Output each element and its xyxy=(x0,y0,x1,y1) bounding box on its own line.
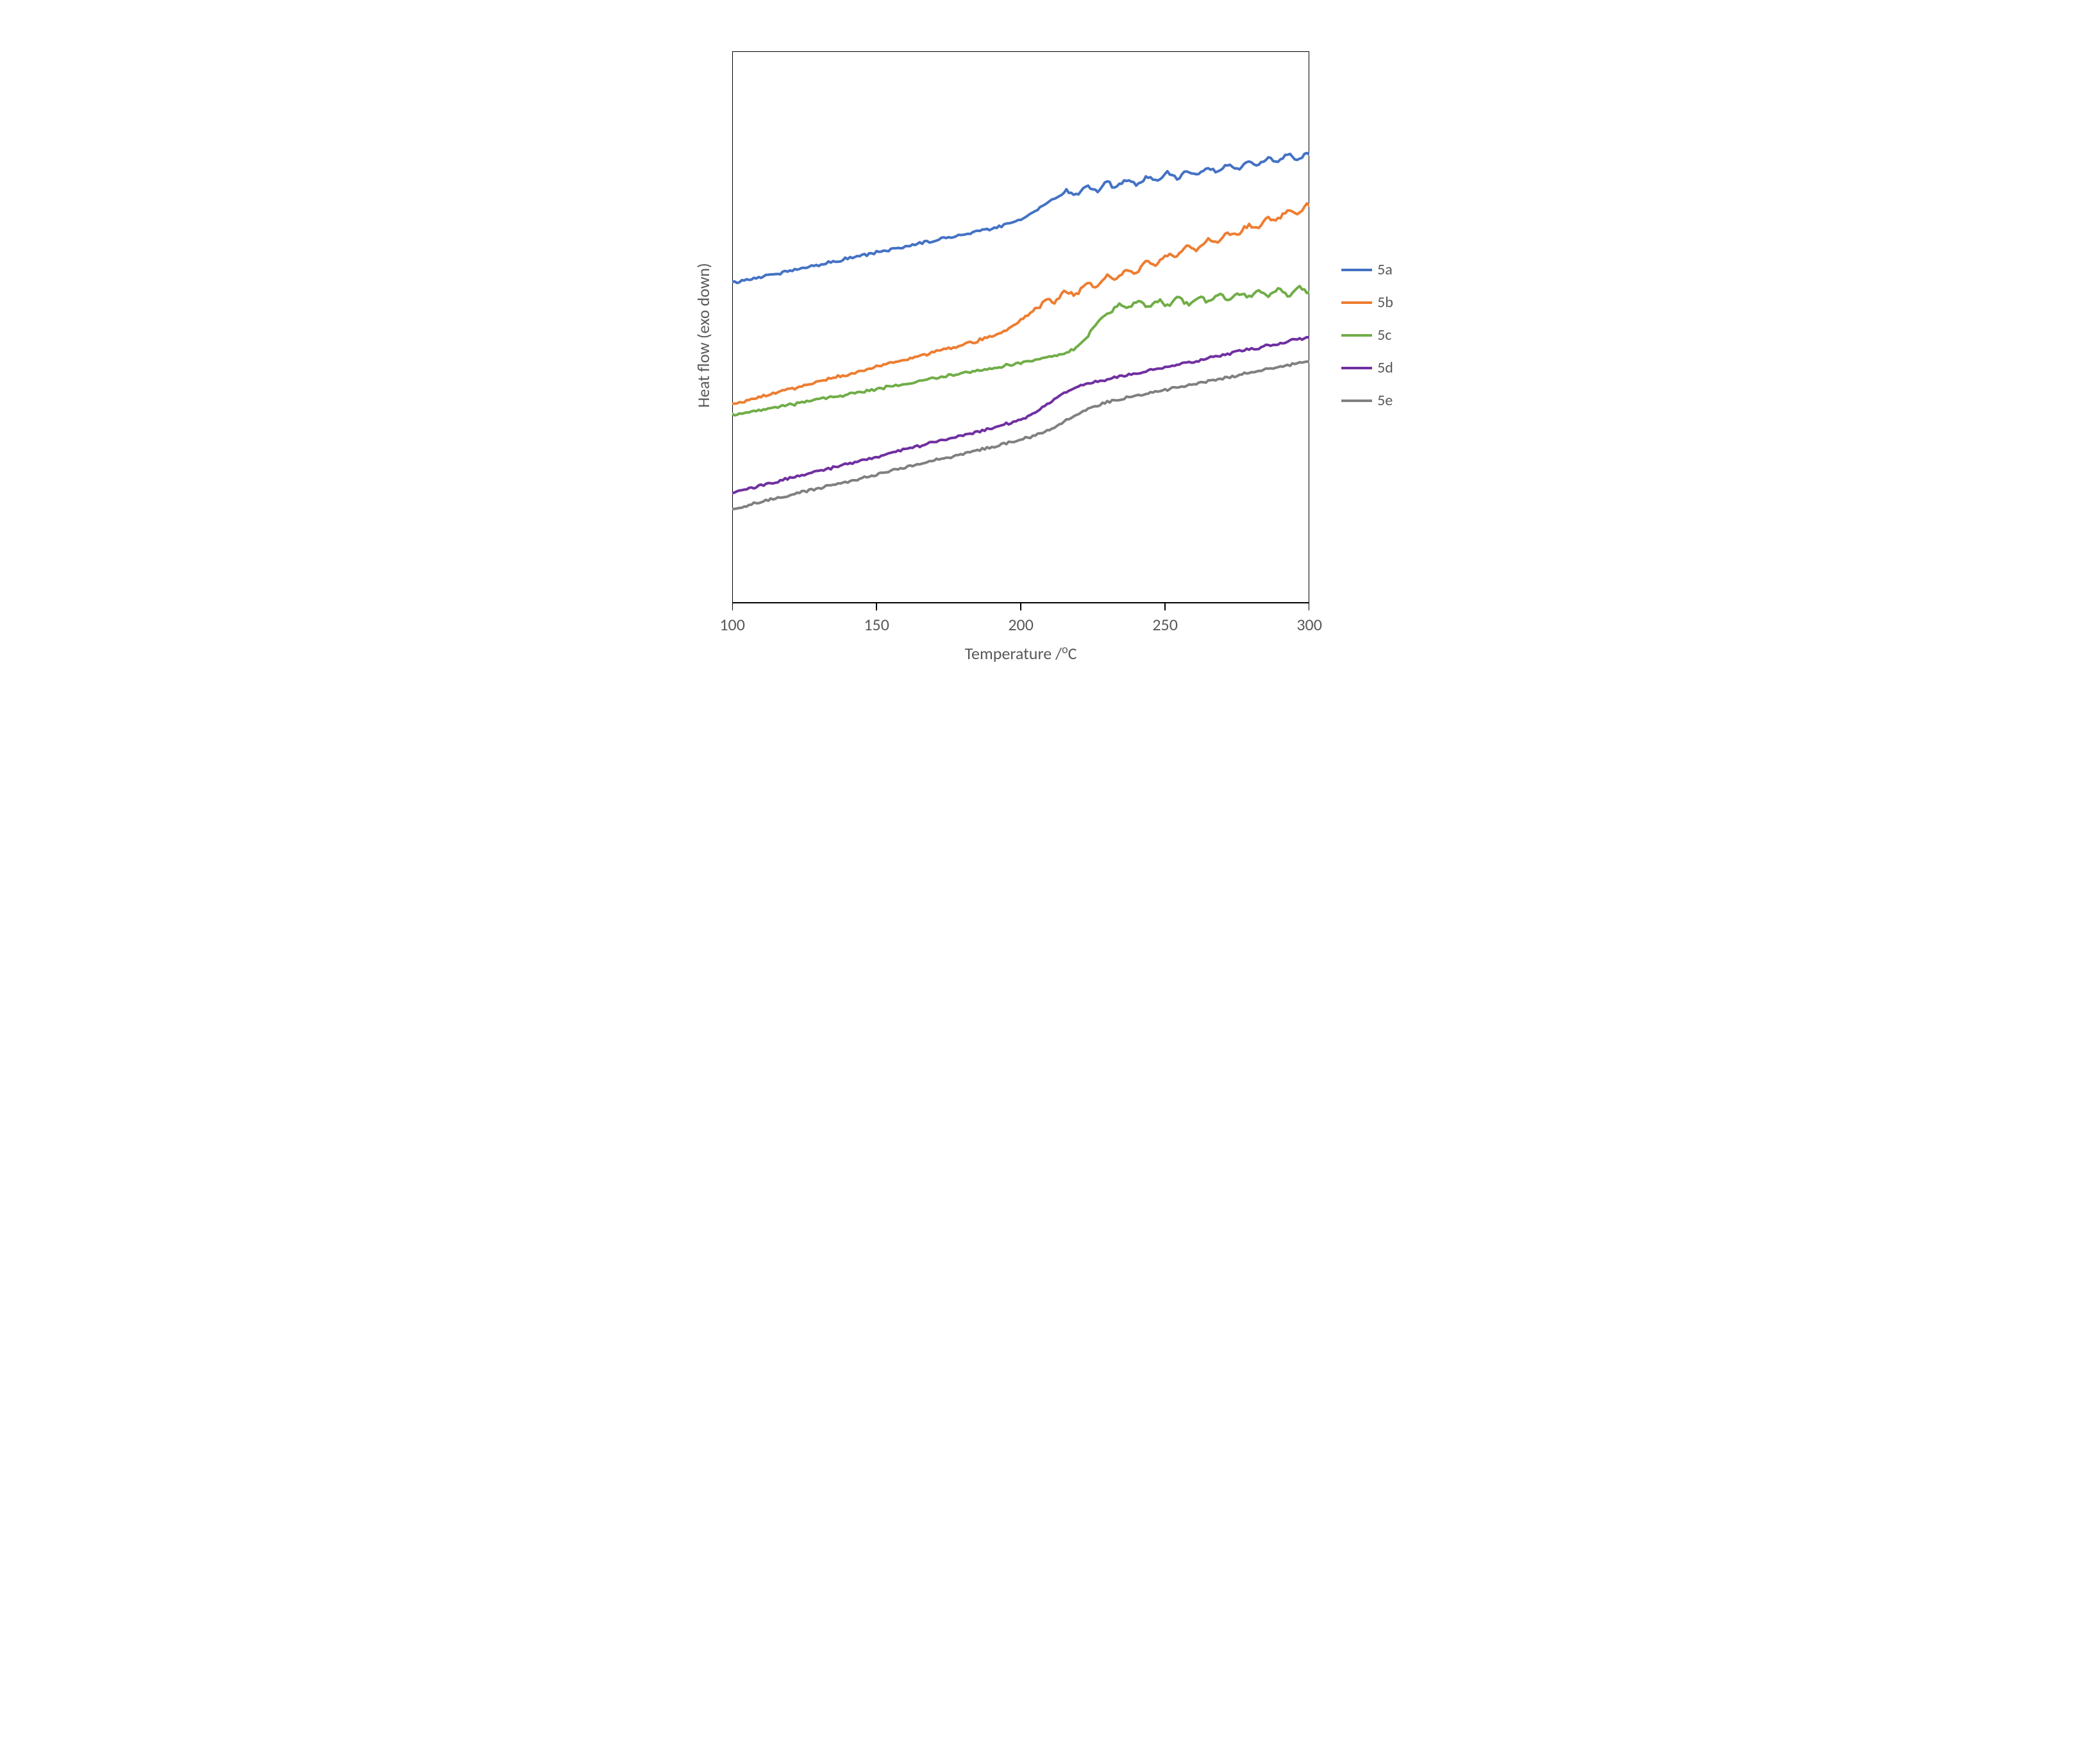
legend-item-5b: 5b xyxy=(1341,293,1393,312)
x-tick-label: 300 xyxy=(1296,614,1322,635)
dsc-chart: Heat flow (exo down) 100150200250300 Tem… xyxy=(732,51,1393,619)
legend-item-5c: 5c xyxy=(1341,326,1393,344)
x-tick-label: 250 xyxy=(1152,614,1178,635)
legend-item-5e: 5e xyxy=(1341,391,1393,410)
y-axis-label: Heat flow (exo down) xyxy=(693,263,714,408)
legend-item-5a: 5a xyxy=(1341,260,1393,279)
x-tick-label: 100 xyxy=(719,614,745,635)
legend-swatch xyxy=(1341,367,1372,369)
legend-label: 5c xyxy=(1377,326,1391,344)
legend-item-5d: 5d xyxy=(1341,358,1393,377)
legend-swatch xyxy=(1341,301,1372,304)
legend-label: 5b xyxy=(1377,293,1393,312)
legend-label: 5d xyxy=(1377,358,1393,377)
legend-label: 5a xyxy=(1377,260,1393,279)
legend-label: 5e xyxy=(1377,391,1393,410)
chart-svg xyxy=(732,51,1309,616)
legend-swatch xyxy=(1341,399,1372,402)
legend-swatch xyxy=(1341,269,1372,271)
x-tick-label: 200 xyxy=(1008,614,1034,635)
x-axis-label-text: Temperature /oC xyxy=(965,643,1077,664)
plot-area: Heat flow (exo down) 100150200250300 Tem… xyxy=(732,51,1309,619)
x-tick-label: 150 xyxy=(864,614,889,635)
legend-swatch xyxy=(1341,334,1372,337)
x-axis-label: Temperature /oC xyxy=(965,642,1077,664)
legend: 5a 5b 5c 5d 5e xyxy=(1341,260,1393,410)
